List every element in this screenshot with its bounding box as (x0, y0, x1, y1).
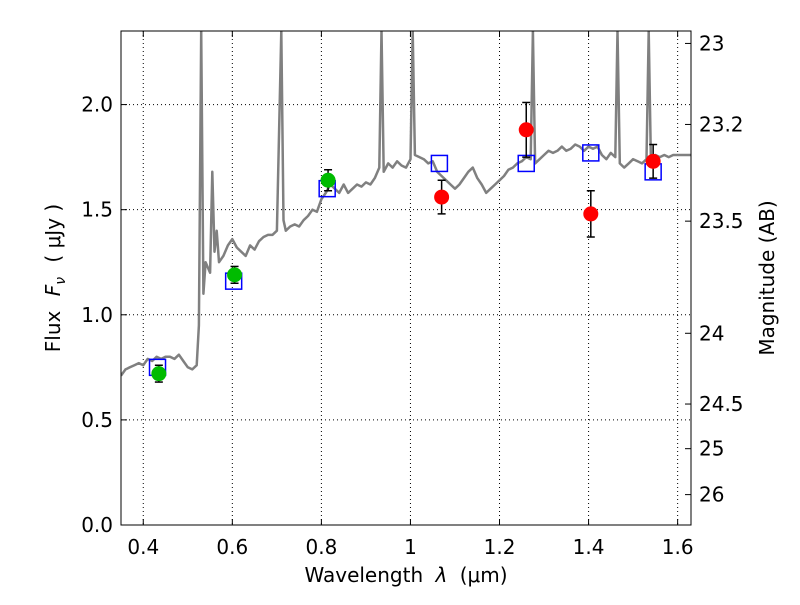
grid-lines (121, 31, 691, 526)
y2-tick-label: 23.5 (699, 209, 744, 233)
y2-tick-label: 23 (699, 31, 724, 55)
model-photometry-square (430, 154, 449, 173)
observed-photometry-point (227, 267, 243, 283)
x-tick-label: 1.2 (484, 535, 516, 559)
x-tick-label: 0.8 (305, 535, 337, 559)
x-tick-label: 0.6 (216, 535, 248, 559)
observed-photometry-point (320, 172, 336, 188)
x-tick-label: 1 (404, 535, 417, 559)
y-tick-label: 1.0 (81, 303, 113, 327)
y-tick-label: 1.5 (81, 198, 113, 222)
y2-tick-label: 26 (699, 483, 724, 507)
y2-axis-label: Magnitude (AB) (755, 200, 779, 355)
y-tick-label: 0.5 (81, 408, 113, 432)
x-axis-label: Wavelength λ (μm) (304, 563, 507, 587)
y2-tick-label: 24 (699, 321, 724, 345)
observed-photometry-point (645, 153, 661, 169)
y-axis-label: Flux Fν ( μJy ) (41, 204, 70, 352)
observed-photometry-point (583, 206, 599, 222)
y2-tick-label: 25 (699, 437, 724, 461)
observed-photometry-point (518, 122, 534, 138)
axis-ticks: 0.4 0.6 0.8 1 1.2 1.4 1.6 0.0 0.5 1.0 1.5 2.0 23 23.2… (81, 31, 744, 559)
y2-tick-label: 23.2 (699, 112, 744, 136)
plot-frame (120, 30, 692, 526)
x-tick-label: 0.4 (127, 535, 159, 559)
y-tick-label: 0.0 (81, 513, 113, 537)
y-tick-label: 2.0 (81, 93, 113, 117)
y2-tick-label: 24.5 (699, 392, 744, 416)
plot-area (121, 31, 691, 383)
observed-photometry-point (151, 366, 167, 382)
model-photometry-square (582, 144, 600, 162)
model-sed-line (121, 31, 691, 377)
x-tick-label: 1.6 (662, 535, 694, 559)
observed-photometry-point (434, 189, 450, 205)
x-tick-label: 1.4 (573, 535, 605, 559)
